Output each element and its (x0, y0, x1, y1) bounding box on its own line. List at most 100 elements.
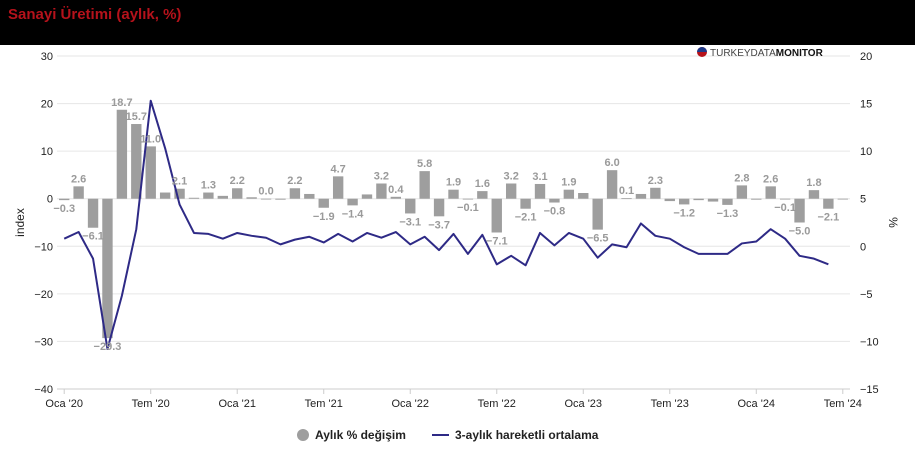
bar (765, 186, 776, 199)
bar (520, 198, 531, 209)
data-label: −3.7 (428, 219, 450, 231)
data-label: −3.1 (399, 216, 421, 228)
bar (621, 198, 632, 200)
bar (433, 198, 445, 217)
data-label: 2.3 (648, 175, 663, 187)
bar (823, 198, 834, 209)
bar (232, 188, 243, 199)
bar (505, 183, 517, 199)
x-tick-label: Oca '21 (218, 398, 256, 410)
bar (534, 183, 546, 199)
bar (260, 198, 272, 200)
bar (491, 198, 502, 233)
data-label: −1.2 (673, 207, 695, 219)
data-label: −1.4 (342, 208, 365, 220)
x-tick-label: Tem '20 (132, 398, 170, 410)
x-tick-label: Tem '24 (824, 398, 862, 410)
bar (289, 188, 301, 199)
bar (188, 197, 200, 199)
x-tick-label: Oca '23 (564, 398, 602, 410)
data-label: 6.0 (604, 157, 619, 169)
data-label: −2.1 (515, 212, 537, 224)
moving-average-line (63, 99, 829, 351)
legend[interactable]: Aylık % değişim 3-aylık hareketli ortala… (297, 428, 599, 442)
data-label: 3.2 (374, 170, 389, 182)
bar (145, 146, 156, 199)
y-right-tick-label: 10 (860, 146, 872, 158)
data-label: 2.2 (287, 175, 302, 187)
bar (477, 191, 488, 199)
data-label: 1.6 (475, 178, 490, 190)
y-left-tick-label: −30 (34, 336, 53, 348)
data-label: 2.6 (71, 173, 86, 185)
data-label: 2.6 (763, 173, 778, 185)
data-label: −0.1 (774, 202, 796, 214)
data-label: 11.0 (140, 133, 161, 145)
bar (751, 198, 762, 200)
y-right-tick-label: −5 (860, 289, 873, 301)
data-label: 1.9 (561, 177, 576, 189)
bar-series (59, 109, 848, 339)
data-labels: −0.3 2.6 −6.1 −29.3 18.7 15.7 11.0 2.1 1.3 2.2 0.0… (53, 97, 839, 353)
data-label: 18.7 (111, 97, 132, 109)
y-left-tick-label: 0 (47, 194, 53, 206)
bar (275, 198, 286, 200)
data-label: 1.8 (806, 177, 821, 189)
bar (606, 170, 618, 199)
y-right-tick-label: 15 (860, 99, 872, 111)
data-label: −6.1 (82, 231, 104, 243)
data-label: −2.1 (818, 212, 840, 224)
bar (592, 198, 603, 230)
y-right-tick-label: −15 (860, 384, 879, 396)
bar (707, 198, 719, 202)
data-label: −7.1 (486, 235, 508, 247)
bar (808, 190, 820, 199)
data-label: 3.2 (504, 170, 519, 182)
legend-bar-marker (297, 429, 309, 441)
bar (102, 198, 113, 339)
y-left-tick-label: −40 (34, 384, 53, 396)
bar (318, 198, 329, 208)
data-label: 0.1 (619, 185, 634, 197)
bar (361, 194, 373, 199)
data-label: −5.0 (789, 226, 811, 238)
x-tick-label: Tem '21 (305, 398, 343, 410)
data-label: 3.1 (532, 171, 547, 183)
legend-line-label[interactable]: 3-aylık hareketli ortalama (455, 428, 599, 442)
bar (650, 187, 661, 199)
x-tick-label: Oca '22 (391, 398, 429, 410)
bar (73, 186, 84, 199)
bar (462, 198, 474, 200)
data-label: 15.7 (126, 111, 147, 123)
bar (59, 198, 70, 201)
legend-bar-label[interactable]: Aylık % değişim (315, 428, 406, 442)
data-label: −29.3 (94, 341, 122, 353)
y-left-tick-label: 30 (41, 51, 53, 63)
bar (87, 198, 99, 228)
bar (794, 198, 805, 223)
data-label: 5.8 (417, 158, 432, 170)
y-right-tick-label: 5 (860, 194, 866, 206)
bar (693, 198, 704, 201)
bar (347, 198, 358, 206)
bar (549, 198, 560, 203)
bar (159, 192, 171, 199)
data-label: 0.4 (388, 184, 404, 196)
data-label: −6.5 (587, 233, 609, 245)
line-series (63, 99, 829, 351)
data-label: −1.9 (313, 211, 335, 223)
brand-logo-icon-top (697, 47, 707, 52)
bar (203, 192, 214, 199)
y-right-tick-label: −10 (860, 336, 879, 348)
data-label: 0.0 (258, 186, 273, 198)
data-label: 2.1 (172, 176, 187, 188)
bar (563, 189, 575, 199)
brand-text: TURKEYDATAMONITOR (710, 48, 824, 59)
gridlines (57, 55, 850, 390)
y-left-tick-label: −10 (34, 241, 53, 253)
data-label: 2.2 (230, 175, 245, 187)
data-label: −0.1 (457, 202, 479, 214)
bar (246, 197, 257, 199)
x-tick-label: Oca '20 (45, 398, 83, 410)
